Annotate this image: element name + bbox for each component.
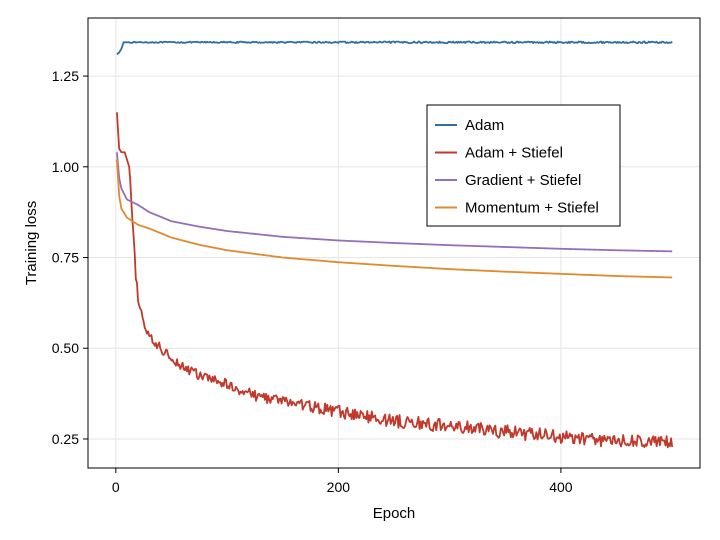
y-ticks: 0.25 0.50 0.75 1.00 1.25 — [52, 68, 88, 447]
series-lines — [116, 40, 674, 449]
x-ticks: 0 200 400 — [112, 468, 573, 495]
legend-label: Adam — [465, 117, 504, 134]
grid-lines — [88, 18, 700, 468]
y-axis-label: Training loss — [23, 201, 40, 285]
y-tick-label: 0.75 — [52, 250, 79, 266]
legend-label: Adam + Stiefel — [465, 145, 563, 162]
y-tick-label: 0.50 — [52, 340, 79, 356]
series-line — [116, 112, 674, 449]
legend-label: Gradient + Stiefel — [465, 172, 581, 189]
x-axis-label: Epoch — [373, 505, 416, 522]
legend-box — [426, 104, 621, 227]
x-tick-label: 0 — [112, 479, 120, 495]
legend: Adam Adam + Stiefel Gradient + Stiefel Mome… — [426, 104, 621, 227]
x-tick-label: 400 — [549, 479, 573, 495]
y-tick-label: 0.25 — [52, 431, 79, 447]
series-line — [116, 159, 673, 279]
series-line — [116, 40, 673, 55]
plot-frame — [87, 17, 701, 469]
y-tick-label: 1.25 — [52, 68, 79, 84]
y-tick-label: 1.00 — [52, 159, 79, 175]
x-tick-label: 200 — [327, 479, 351, 495]
series-line — [116, 152, 673, 253]
legend-label: Momentum + Stiefel — [465, 200, 599, 217]
